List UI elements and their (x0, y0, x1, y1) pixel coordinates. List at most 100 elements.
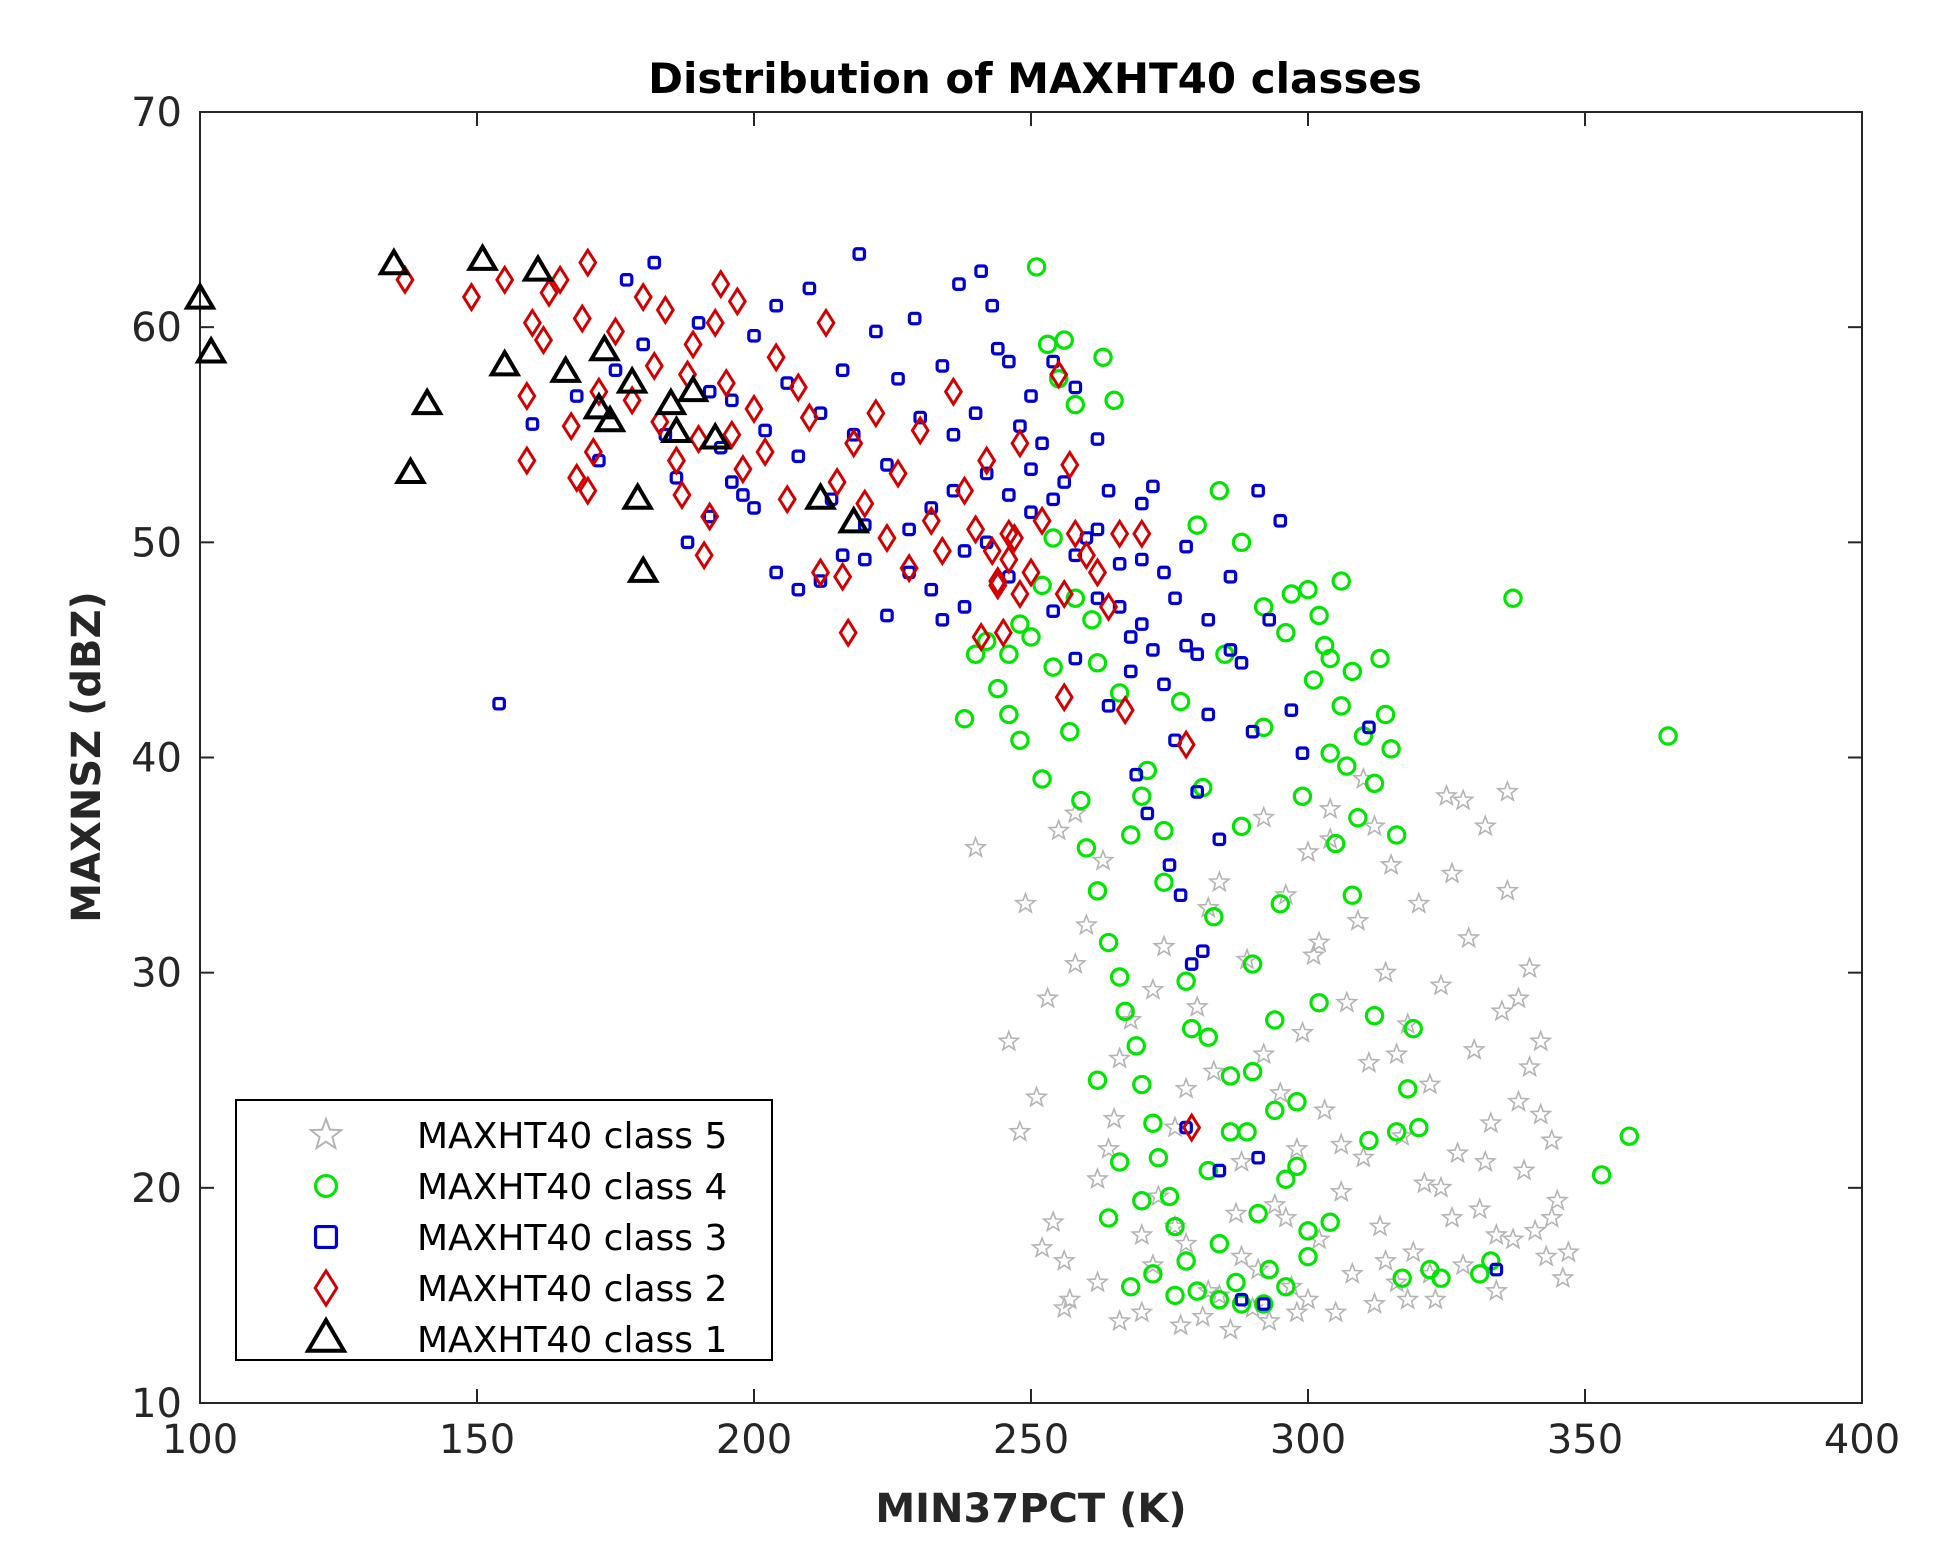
data-point (1112, 557, 1127, 571)
data-point (1397, 1079, 1418, 1099)
data-point (1329, 1132, 1353, 1155)
data-point (1231, 816, 1252, 837)
data-point (1030, 1235, 1054, 1259)
data-point (1010, 578, 1030, 610)
data-point (683, 329, 703, 360)
data-point (1401, 1240, 1425, 1263)
data-point (1082, 610, 1102, 630)
data-point (1043, 528, 1063, 548)
data-point (1182, 1112, 1202, 1143)
x-axis-label: MIN37PCT (K) (875, 1486, 1186, 1532)
data-point (1265, 1100, 1285, 1121)
data-point (1324, 1300, 1348, 1323)
data-point (1470, 1264, 1490, 1284)
data-point (1201, 707, 1216, 722)
data-point (1176, 971, 1196, 991)
data-point (1384, 1270, 1409, 1293)
data-point (921, 505, 941, 536)
data-point (747, 328, 761, 343)
data-point (1309, 993, 1329, 1013)
data-point (1551, 1265, 1575, 1289)
data-point (183, 281, 217, 310)
data-point (644, 350, 664, 382)
data-point (869, 324, 883, 339)
data-point (971, 621, 991, 653)
y-tick-label: 60 (131, 305, 182, 351)
data-point (1429, 973, 1453, 996)
data-point (1101, 699, 1116, 713)
data-point (1058, 1287, 1082, 1310)
data-point (1298, 579, 1318, 600)
data-point (1065, 588, 1086, 608)
data-point (1204, 907, 1224, 927)
data-point (1052, 1248, 1076, 1271)
data-point (1252, 1042, 1276, 1065)
data-point (844, 428, 864, 459)
data-point (1123, 664, 1138, 679)
data-point (1484, 1278, 1509, 1302)
data-point (1451, 788, 1475, 811)
data-point (1185, 994, 1209, 1018)
data-point (1065, 394, 1086, 415)
data-point (1523, 1218, 1547, 1241)
data-point (1342, 885, 1363, 905)
data-point (1057, 475, 1072, 489)
data-point (395, 264, 415, 295)
data-point (1024, 505, 1038, 520)
data-point (1434, 783, 1459, 807)
data-point (1556, 1240, 1581, 1263)
data-point (1143, 1113, 1163, 1134)
data-point (1021, 627, 1041, 647)
data-point (1431, 1268, 1451, 1288)
data-point (1076, 838, 1097, 858)
data-point (1529, 1102, 1553, 1125)
data-point (804, 481, 837, 510)
data-point (1154, 820, 1174, 841)
data-point (1506, 1089, 1531, 1112)
data-point (1223, 569, 1238, 584)
data-point (1090, 591, 1105, 606)
data-point (1257, 1308, 1281, 1332)
data-point (1412, 1171, 1437, 1194)
data-point (1409, 1117, 1429, 1138)
data-point (525, 417, 540, 431)
legend-marker (304, 1316, 348, 1353)
data-point (837, 505, 871, 534)
data-point (802, 281, 817, 296)
data-point (1141, 1253, 1165, 1276)
data-point (1181, 1018, 1202, 1039)
data-point (672, 479, 692, 511)
data-point (1337, 756, 1357, 776)
data-point (1110, 518, 1130, 549)
data-point (1134, 496, 1149, 511)
data-point (1013, 891, 1038, 914)
data-point (1362, 1291, 1387, 1314)
data-point (1109, 683, 1130, 703)
data-point (816, 307, 836, 339)
series-5 (183, 242, 871, 583)
data-point (676, 374, 710, 403)
data-point (1102, 1106, 1126, 1129)
data-point (747, 501, 761, 515)
data-point (733, 454, 753, 485)
x-tick-label: 100 (162, 1417, 238, 1463)
data-point (954, 709, 975, 729)
data-point (1174, 1231, 1198, 1254)
data-point (533, 324, 554, 356)
data-point (587, 333, 621, 362)
data-point (1202, 1059, 1226, 1082)
data-point (410, 387, 444, 416)
data-point (1191, 1304, 1215, 1327)
data-point (1087, 653, 1108, 673)
data-point (1087, 557, 1108, 588)
data-point (777, 484, 797, 515)
data-point (907, 311, 922, 326)
data-point (1179, 638, 1193, 653)
data-point (1165, 1216, 1185, 1237)
data-point (957, 544, 972, 558)
data-point (1529, 1029, 1553, 1052)
data-point (744, 393, 764, 425)
data-point (705, 307, 725, 339)
data-point (1440, 861, 1464, 884)
